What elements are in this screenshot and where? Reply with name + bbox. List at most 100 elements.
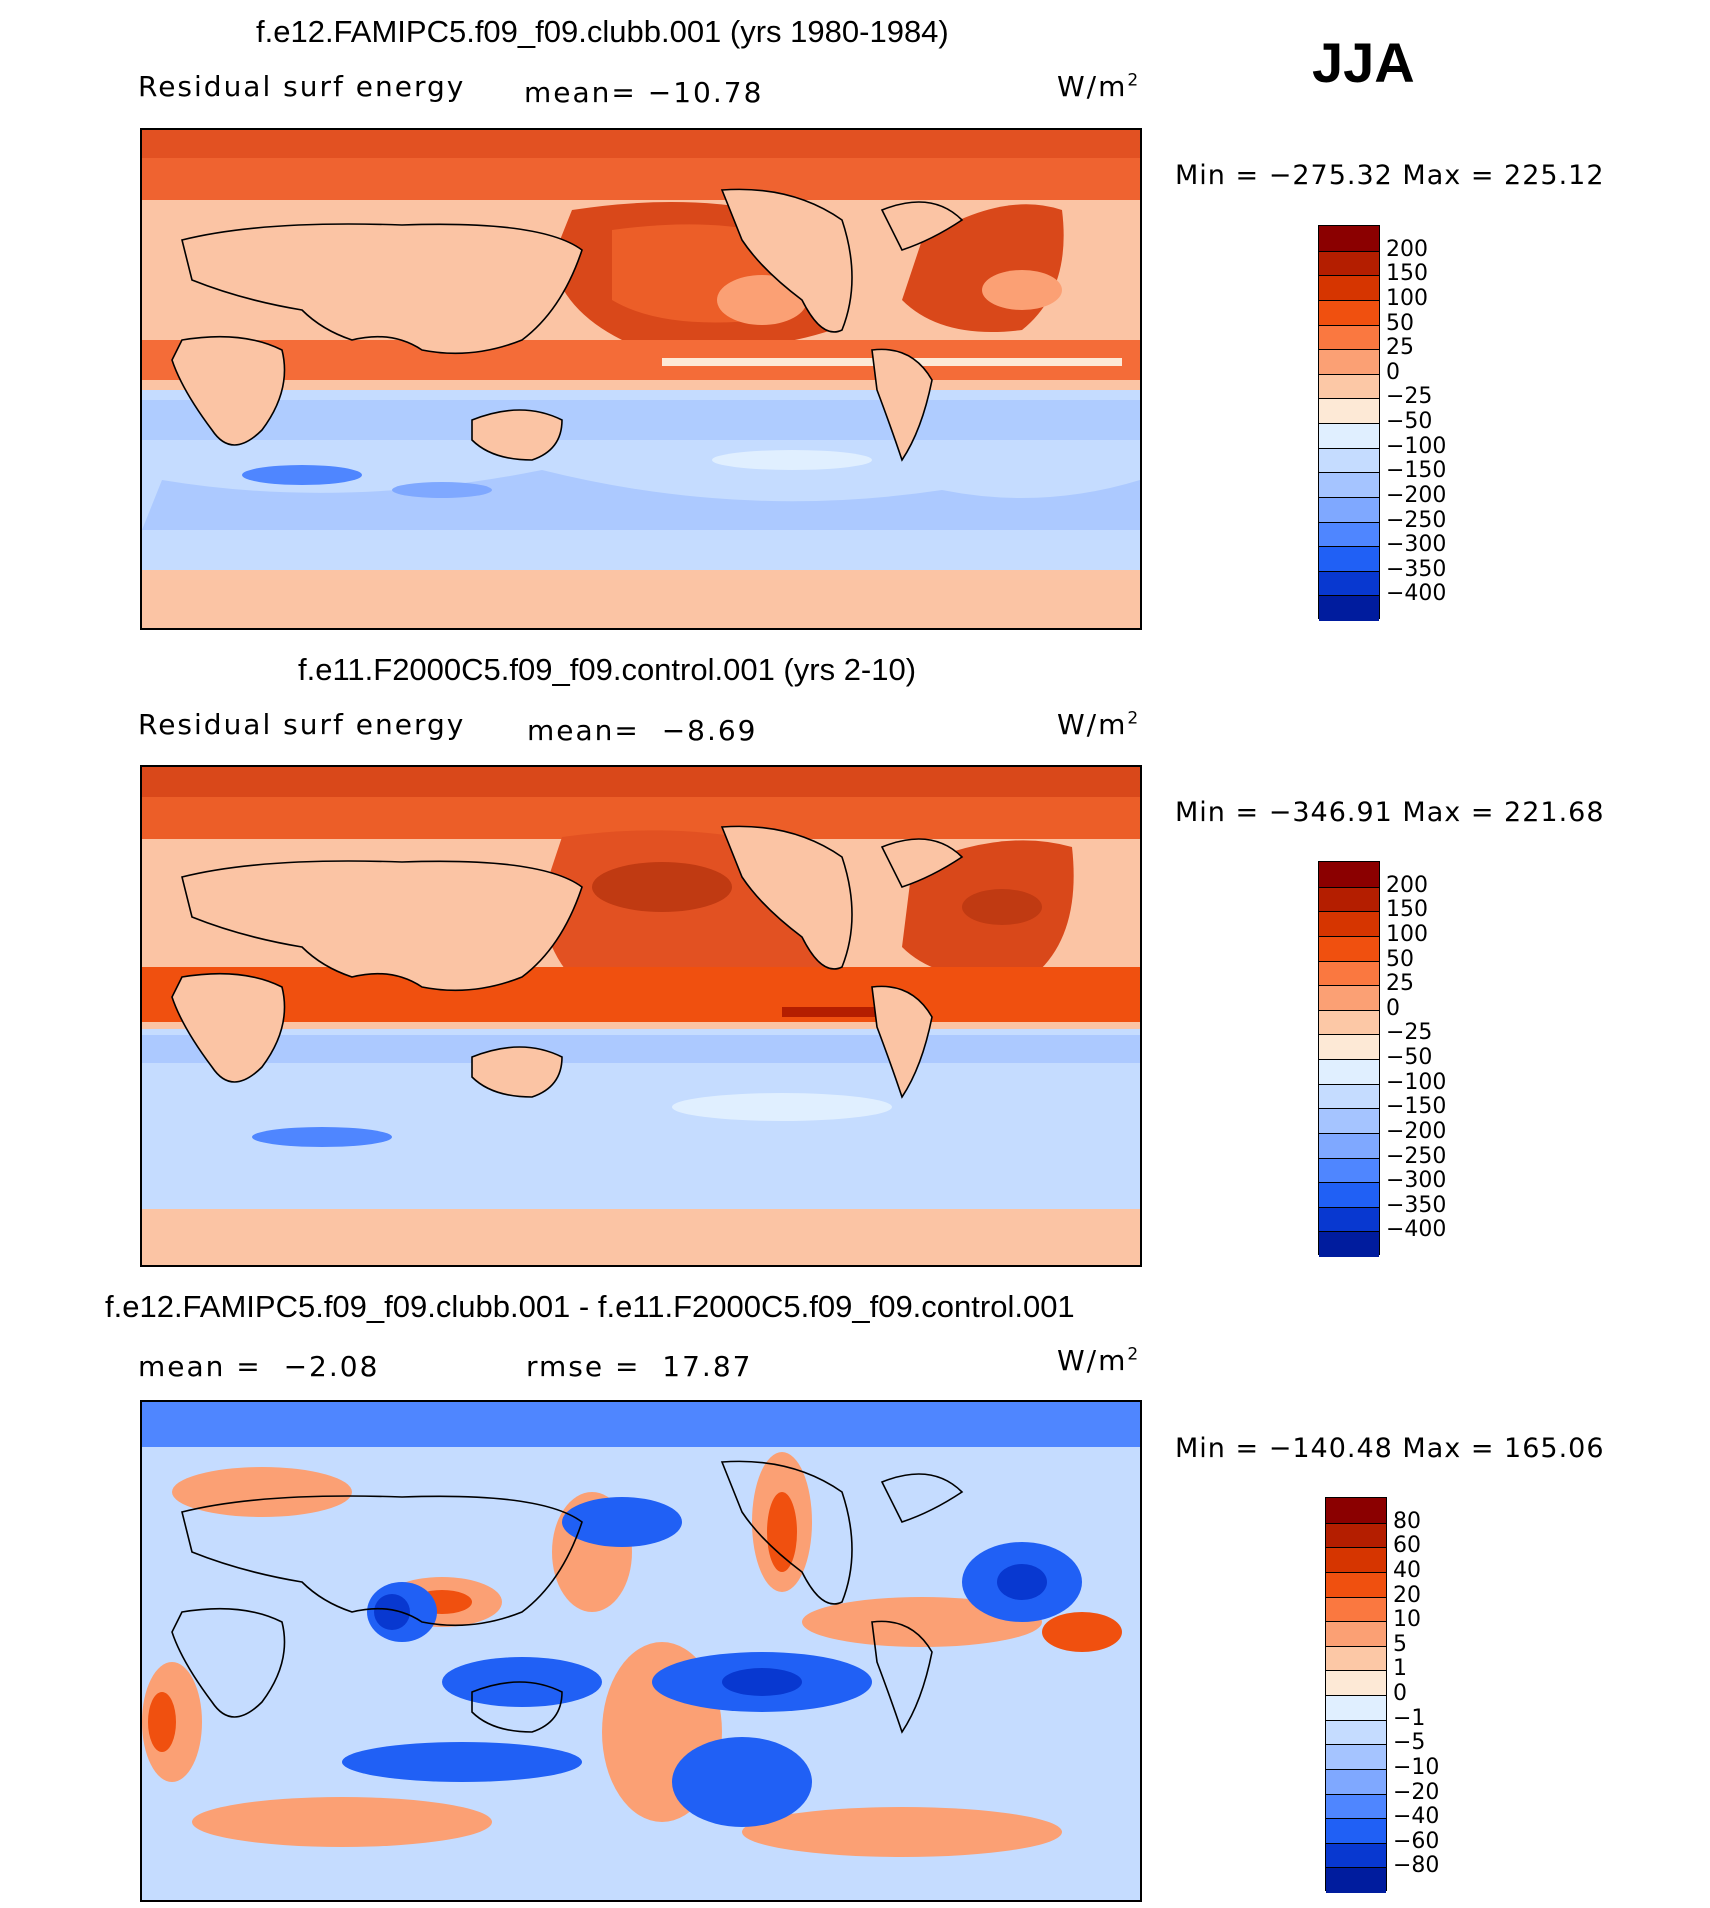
panel-1-colorbar-swatch [1319,349,1379,375]
panel-3-colorbar-swatch [1326,1547,1386,1573]
panel-2-colorbar-tick-label: −100 [1386,1069,1447,1095]
panel-1-colorbar-swatch [1319,447,1379,474]
panel-2-colorbar-swatch [1319,1059,1379,1085]
panel-1-colorbar-tick-label: −50 [1386,409,1433,434]
panel-3-colorbar-swatch [1326,1695,1386,1721]
panel-1-map [140,128,1142,630]
panel-3-colorbar-swatch [1326,1645,1386,1672]
panel-2-colorbar-tick-label: 50 [1386,946,1414,972]
panel-3-colorbar-tick-label: −20 [1393,1779,1440,1805]
panel-1-colorbar-swatch [1319,250,1379,277]
panel-1-colorbar-swatch [1319,496,1379,523]
panel-3-rmse: rmse = 17.87 [526,1350,752,1383]
panel-1-colorbar-tick-label: 150 [1386,261,1428,287]
panel-2-colorbar-swatch [1319,1182,1379,1208]
panel-3-rmse-label: rmse = [526,1350,641,1383]
panel-1-colorbar-swatch [1319,398,1379,424]
panel-2-colorbar-tick-label: −150 [1386,1094,1447,1120]
panel-1-colorbar-swatch [1319,226,1379,251]
panel-3-colorbar-tick-label: −60 [1393,1828,1440,1854]
panel-3-colorbar-tick-label: 0 [1393,1681,1407,1706]
panel-3-colorbar-tick-label: 80 [1393,1508,1421,1534]
panel-1-colorbar-tick-label: −150 [1386,458,1447,484]
panel-3-colorbar-tick-label: 5 [1393,1631,1407,1657]
panel-1-colorbar-swatch [1319,275,1379,301]
panel-3-colorbar-tick-label: 60 [1393,1533,1421,1559]
panel-2-colorbar-tick-label: 25 [1386,971,1414,997]
panel-2-colorbar-tick-label: 150 [1386,897,1428,923]
panel-1-colorbar-swatch [1319,546,1379,572]
panel-1-map-svg [142,130,1140,628]
panel-1-units: W/m2 [1057,70,1141,103]
panel-3-mean-label: mean = [138,1350,262,1383]
panel-1-colorbar-swatch [1319,299,1379,326]
panel-3-colorbar-tick-label: −40 [1393,1804,1440,1830]
panel-2-colorbar-swatch [1319,1132,1379,1159]
panel-3-colorbar-tick-label: 10 [1393,1607,1421,1633]
panel-3-colorbar-swatch [1326,1571,1386,1598]
panel-3-map-svg [142,1402,1140,1900]
panel-2-colorbar-tick-label: −25 [1386,1020,1433,1046]
panel-2-mean: mean= −8.69 [527,714,758,747]
panel-2-colorbar-tick-label: −50 [1386,1045,1433,1070]
season-label: JJA [1312,31,1415,94]
panel-1-colorbar-tick-label: 50 [1386,310,1414,336]
panel-3-colorbar-tick-label: 1 [1393,1656,1407,1682]
panel-2-colorbar-swatch [1319,886,1379,913]
panel-3-colorbar-swatch [1326,1719,1386,1746]
panel-2-colorbar-swatch [1319,960,1379,987]
panel-1-colorbar-tick-label: 0 [1386,359,1400,385]
panel-3-colorbar-tick-label: −5 [1393,1730,1426,1756]
panel-2-minmax: Min = −346.91 Max = 221.68 [1175,797,1605,828]
panel-2-colorbar-tick-label: −300 [1386,1168,1447,1194]
panel-1-colorbar-tick-label: −250 [1386,507,1447,533]
panel-3-mean-value: −2.08 [283,1350,380,1383]
panel-2-colorbar-tick-label: −400 [1386,1217,1447,1243]
panel-3-colorbar-tick-label: −10 [1393,1754,1440,1780]
panel-3-colorbar-swatch [1326,1818,1386,1844]
panel-1-colorbar-swatch [1319,324,1379,351]
panel-1-colorbar-swatch [1319,570,1379,597]
panel-1-colorbar-swatch [1319,423,1379,449]
panel-2-map [140,765,1142,1267]
panel-2-colorbar-tick-label: −350 [1386,1192,1447,1218]
panel-3-colorbar-tick-label: −1 [1393,1705,1426,1731]
panel-3-colorbar-swatch [1326,1793,1386,1820]
panel-1-mean-value: −10.78 [647,76,764,109]
panel-1-colorbar-swatch [1319,521,1379,548]
panel-2-mean-value: −8.69 [661,714,758,747]
panel-1-colorbar-tick-label: −200 [1386,482,1447,508]
panel-2-colorbar-swatch [1319,935,1379,962]
panel-3-mean: mean = −2.08 [138,1350,379,1383]
panel-3-minmax: Min = −140.48 Max = 165.06 [1175,1433,1605,1464]
panel-1-colorbar-tick-label: 100 [1386,285,1428,311]
panel-1-colorbar-tick-label: −400 [1386,581,1447,607]
panel-3-colorbar-swatch [1326,1842,1386,1869]
panel-2-colorbar-strip [1318,861,1380,1257]
panel-1-colorbar-tick-label: 25 [1386,335,1414,361]
panel-2-mean-label: mean= [527,714,640,747]
panel-2-colorbar-swatch [1319,911,1379,937]
panel-3-colorbar-tick-label: −80 [1393,1853,1440,1879]
panel-2-colorbar-tick-label: −200 [1386,1118,1447,1144]
panel-1-colorbar-tick-label: 200 [1386,236,1428,262]
panel-2-colorbar-swatch [1319,985,1379,1011]
panel-2-colorbar-swatch [1319,1206,1379,1233]
panel-1-colorbar-tick-label: −25 [1386,384,1433,410]
panel-2-colorbar-swatch [1319,862,1379,887]
panel-3-colorbar-swatch [1326,1621,1386,1647]
panel-3-colorbar-swatch [1326,1768,1386,1795]
panel-3-colorbar-swatch [1326,1596,1386,1623]
panel-2-colorbar-swatch [1319,1231,1379,1257]
panel-3-title: f.e12.FAMIPC5.f09_f09.clubb.001 - f.e11.… [105,1289,1075,1324]
panel-1-colorbar-strip [1318,225,1380,621]
panel-2-colorbar-tick-label: 0 [1386,995,1400,1021]
panel-1-colorbar-swatch [1319,472,1379,498]
panel-1-colorbar-swatch [1319,373,1379,400]
panel-2-colorbar-tick-label: −250 [1386,1143,1447,1169]
panel-3-colorbar-swatch [1326,1498,1386,1523]
panel-2-colorbar-tick-label: 200 [1386,872,1428,898]
panel-3-colorbar-swatch [1326,1670,1386,1696]
panel-3-colorbar-swatch [1326,1867,1386,1893]
panel-2-colorbar-swatch [1319,1034,1379,1060]
